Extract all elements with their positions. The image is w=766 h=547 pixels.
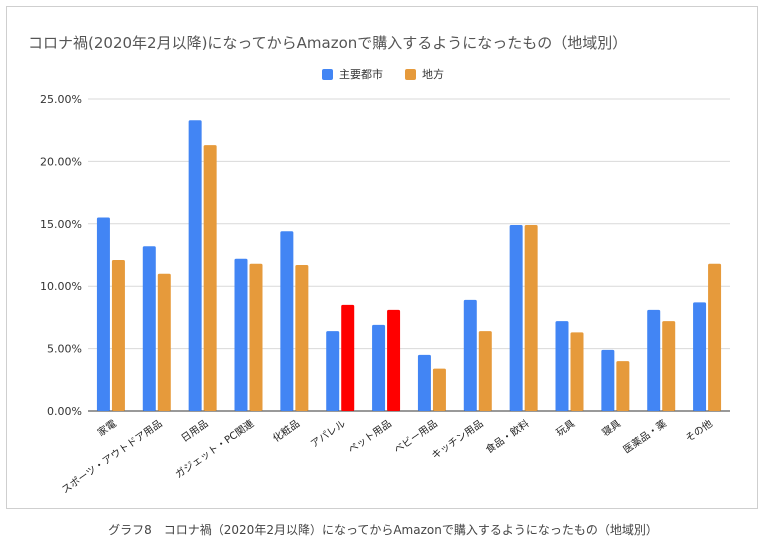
x-tick-label: 家電 [95, 417, 119, 439]
bar-series-2 [387, 309, 401, 411]
x-tick-label: その他 [683, 417, 715, 445]
legend-item-series-2: 地方 [405, 66, 444, 82]
bar-series-1 [188, 120, 202, 411]
bar-series-1 [555, 321, 569, 411]
bar-series-1 [417, 354, 431, 411]
bar-series-1 [509, 225, 523, 411]
bar-series-1 [326, 331, 340, 411]
x-tick-label: キッチン用品 [429, 418, 485, 462]
bar-series-1 [463, 299, 477, 411]
x-tick-label: アパレル [308, 418, 347, 451]
chart-title: コロナ禍(2020年2月以降)になってからAmazonで購入するようになったもの… [28, 34, 628, 52]
bar-series-2 [662, 321, 676, 411]
bar-series-2 [295, 264, 309, 411]
bar-series-2 [432, 368, 446, 411]
bar-series-2 [708, 263, 722, 411]
y-tick-label: 10.00% [40, 280, 82, 293]
y-tick-label: 25.00% [40, 93, 82, 106]
chart-frame [6, 6, 758, 509]
legend-swatch-series-1 [322, 68, 333, 80]
y-tick-label: 0.00% [47, 405, 82, 418]
bar-series-2 [111, 259, 125, 411]
y-tick-label: 20.00% [40, 155, 82, 168]
legend-item-series-1: 主要都市 [322, 66, 383, 82]
x-tick-label: ペット用品 [346, 418, 394, 457]
legend-label-series-1: 主要都市 [339, 68, 383, 81]
y-tick-label: 15.00% [40, 218, 82, 231]
x-tick-label: 日用品 [179, 418, 210, 445]
bar-series-2 [570, 332, 584, 411]
bar-series-2 [249, 263, 263, 411]
bar-series-1 [96, 217, 110, 411]
y-tick-label: 5.00% [47, 343, 82, 356]
bar-series-2 [616, 361, 630, 411]
figure-caption: グラフ8 コロナ禍（2020年2月以降）になってからAmazonで購入するように… [108, 523, 658, 537]
x-tick-label: 医薬品・薬 [621, 418, 669, 457]
chart-legend: 主要都市 地方 [0, 66, 766, 82]
bar-series-1 [693, 302, 707, 411]
x-tick-label: 化粧品 [270, 417, 302, 445]
x-tick-label: 玩具 [554, 418, 577, 439]
bar-series-2 [157, 273, 171, 411]
x-tick-label: 寝具 [599, 417, 623, 439]
bar-series-2 [478, 331, 492, 411]
bar-series-1 [647, 309, 661, 411]
bar-series-1 [280, 231, 294, 411]
x-tick-label: ガジェット・PC関連 [173, 417, 257, 481]
legend-label-series-2: 地方 [422, 68, 444, 81]
bar-series-1 [234, 258, 248, 411]
legend-swatch-series-2 [405, 68, 416, 80]
bar-series-2 [341, 304, 355, 411]
bar-series-1 [601, 349, 615, 411]
bar-series-2 [203, 145, 217, 411]
x-tick-label: 食品・飲料 [483, 417, 531, 456]
bar-series-2 [524, 225, 538, 411]
bar-series-1 [142, 246, 156, 411]
bar-series-1 [372, 324, 386, 411]
